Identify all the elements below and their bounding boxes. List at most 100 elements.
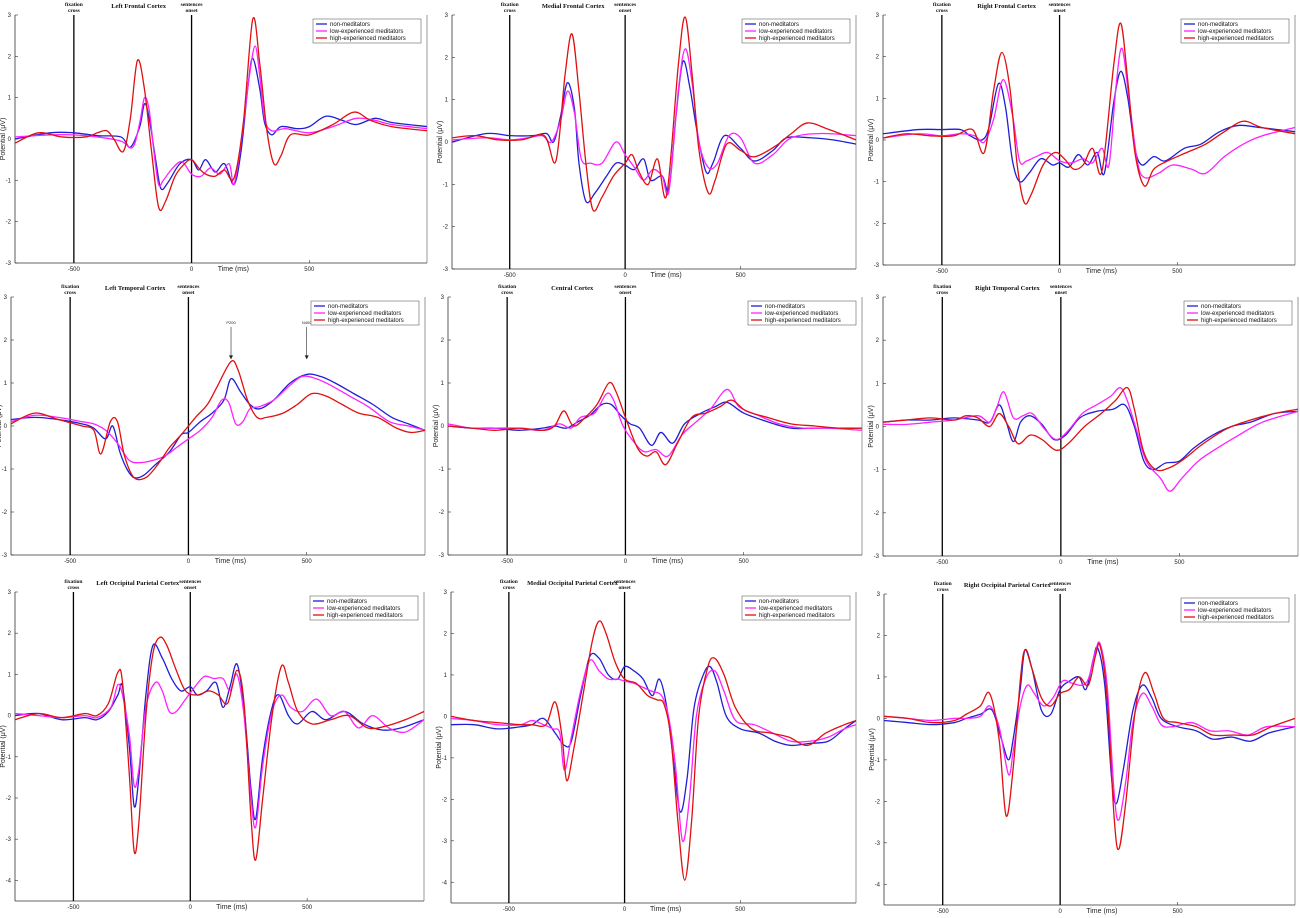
legend-box — [1183, 300, 1293, 326]
legend-label: low-experienced meditators — [1198, 608, 1271, 614]
x-tick-label: 500 — [1173, 909, 1184, 915]
fixation-marker-label: fixation — [501, 2, 519, 8]
sentences-marker-label: onset — [184, 585, 196, 591]
legend-label: non-meditators — [1201, 304, 1241, 310]
y-tick-label: 2 — [445, 55, 449, 61]
y-tick-label: -3 — [875, 841, 881, 847]
legend-label: high-experienced meditators — [1201, 318, 1277, 324]
legend-box — [309, 595, 419, 621]
y-tick-label: 2 — [444, 631, 448, 637]
y-tick-label: -2 — [442, 797, 448, 803]
y-tick-label: -3 — [442, 839, 448, 845]
chart-svg: -3 -2 -1 0 1 2 3 -500 0 500 Potential (μV) Time (ms… — [0, 2, 428, 273]
erp-panel: -3 -2 -1 0 1 2 3 -500 0 500 Potential (μV) Time (ms… — [437, 2, 857, 279]
y-tick-label: 1 — [4, 381, 8, 387]
series-line-low-experienced — [882, 386, 1299, 492]
legend-label: high-experienced meditators — [327, 613, 403, 619]
x-axis-label: Time (ms) — [1086, 908, 1117, 915]
fixation-marker-label: fixation — [65, 2, 83, 8]
series-line-non-meditators — [882, 403, 1299, 471]
erp-panel: -3 -2 -1 0 1 2 3 -500 0 500 Potential (μV) Time (ms… — [868, 2, 1296, 275]
y-tick-label: 2 — [876, 338, 880, 344]
y-tick-label: -3 — [6, 837, 12, 843]
annotation-label: N400 — [302, 320, 312, 325]
series-line-non-meditators — [14, 57, 428, 191]
y-tick-label: 1 — [444, 673, 448, 679]
y-tick-label: -1 — [6, 178, 12, 184]
sentences-marker-label: onset — [182, 290, 194, 296]
sentences-marker-label: onset — [619, 8, 631, 14]
chart-svg: -3 -2 -1 0 1 2 3 -500 0 500 Potential (μV) Time (ms… — [868, 2, 1296, 275]
series-line-high-experienced — [14, 636, 425, 861]
x-tick-label: 0 — [190, 267, 194, 273]
panel-title: Medial Occipital Parietal Cortex — [527, 580, 619, 587]
series-line-non-meditators — [14, 643, 425, 821]
series-line-high-experienced — [451, 16, 857, 212]
series-line-non-meditators — [882, 70, 1296, 183]
series-line-high-experienced — [447, 381, 863, 466]
panel-title: Right Occipital Parietal Cortex — [964, 582, 1052, 589]
y-axis-label: Potential (μV) — [0, 118, 7, 161]
fixation-marker-label: cross — [937, 587, 949, 593]
y-tick-label: -1 — [6, 755, 12, 761]
legend-label: low-experienced meditators — [327, 606, 400, 612]
y-tick-label: 0 — [441, 424, 445, 430]
chart-svg: -3 -2 -1 0 1 2 3 -500 0 500 Potential (μV) Time (ms… — [0, 284, 426, 565]
legend-label: low-experienced meditators — [759, 29, 832, 35]
y-tick-label: 3 — [441, 295, 445, 301]
fixation-marker-label: cross — [68, 8, 80, 14]
legend-label: high-experienced meditators — [1198, 36, 1274, 42]
sentences-marker-label: sentences — [1049, 2, 1071, 8]
legend-box — [1180, 18, 1290, 44]
legend-box — [741, 18, 851, 44]
legend-label: high-experienced meditators — [330, 36, 406, 42]
series-line-low-experienced — [447, 388, 863, 458]
y-tick-label: 0 — [876, 138, 880, 144]
series-line-high-experienced — [883, 642, 1296, 851]
series-line-non-meditators — [883, 646, 1296, 805]
y-tick-label: 3 — [445, 13, 449, 19]
legend-label: non-meditators — [765, 304, 805, 310]
y-tick-label: -3 — [6, 261, 12, 267]
fixation-marker-label: fixation — [500, 579, 518, 585]
legend-label: low-experienced meditators — [759, 606, 832, 612]
x-axis-label: Time (ms) — [650, 906, 681, 913]
x-tick-label: 500 — [739, 559, 750, 565]
panel-title: Central Cortex — [551, 285, 594, 292]
y-tick-label: 1 — [8, 672, 12, 678]
legend-box — [1180, 597, 1290, 623]
series-line-non-meditators — [450, 652, 857, 813]
x-tick-label: -500 — [503, 907, 516, 913]
sentences-marker-label: sentences — [614, 579, 636, 585]
series-line-non-meditators — [451, 60, 857, 204]
x-tick-label: 0 — [1059, 560, 1063, 566]
y-tick-label: -2 — [6, 220, 12, 226]
legend-label: high-experienced meditators — [759, 613, 835, 619]
x-tick-label: 500 — [302, 559, 313, 565]
y-tick-label: 3 — [877, 592, 881, 598]
erp-panel: -4 -3 -2 -1 0 1 2 3 -500 0 500 Potential (μV) Time (… — [869, 581, 1296, 915]
y-tick-label: 0 — [876, 425, 880, 431]
x-axis-label: Time (ms) — [651, 272, 682, 279]
legend-label: high-experienced meditators — [1198, 615, 1274, 621]
y-tick-label: 3 — [876, 295, 880, 301]
y-tick-label: 3 — [876, 13, 880, 19]
legend-label: low-experienced meditators — [765, 311, 838, 317]
x-tick-label: 0 — [623, 907, 627, 913]
sentences-marker-label: sentences — [179, 579, 201, 585]
y-tick-label: 0 — [4, 424, 8, 430]
fixation-marker-label: fixation — [64, 579, 82, 585]
legend-box — [310, 300, 420, 326]
fixation-marker-label: fixation — [934, 581, 952, 587]
x-tick-label: 0 — [624, 559, 628, 565]
y-tick-label: 1 — [876, 381, 880, 387]
x-tick-label: -500 — [64, 559, 77, 565]
y-axis-label: Potential (μV) — [436, 726, 443, 769]
x-tick-label: 500 — [736, 273, 747, 279]
legend-label: non-meditators — [759, 599, 799, 605]
fixation-marker-label: fixation — [498, 284, 516, 290]
